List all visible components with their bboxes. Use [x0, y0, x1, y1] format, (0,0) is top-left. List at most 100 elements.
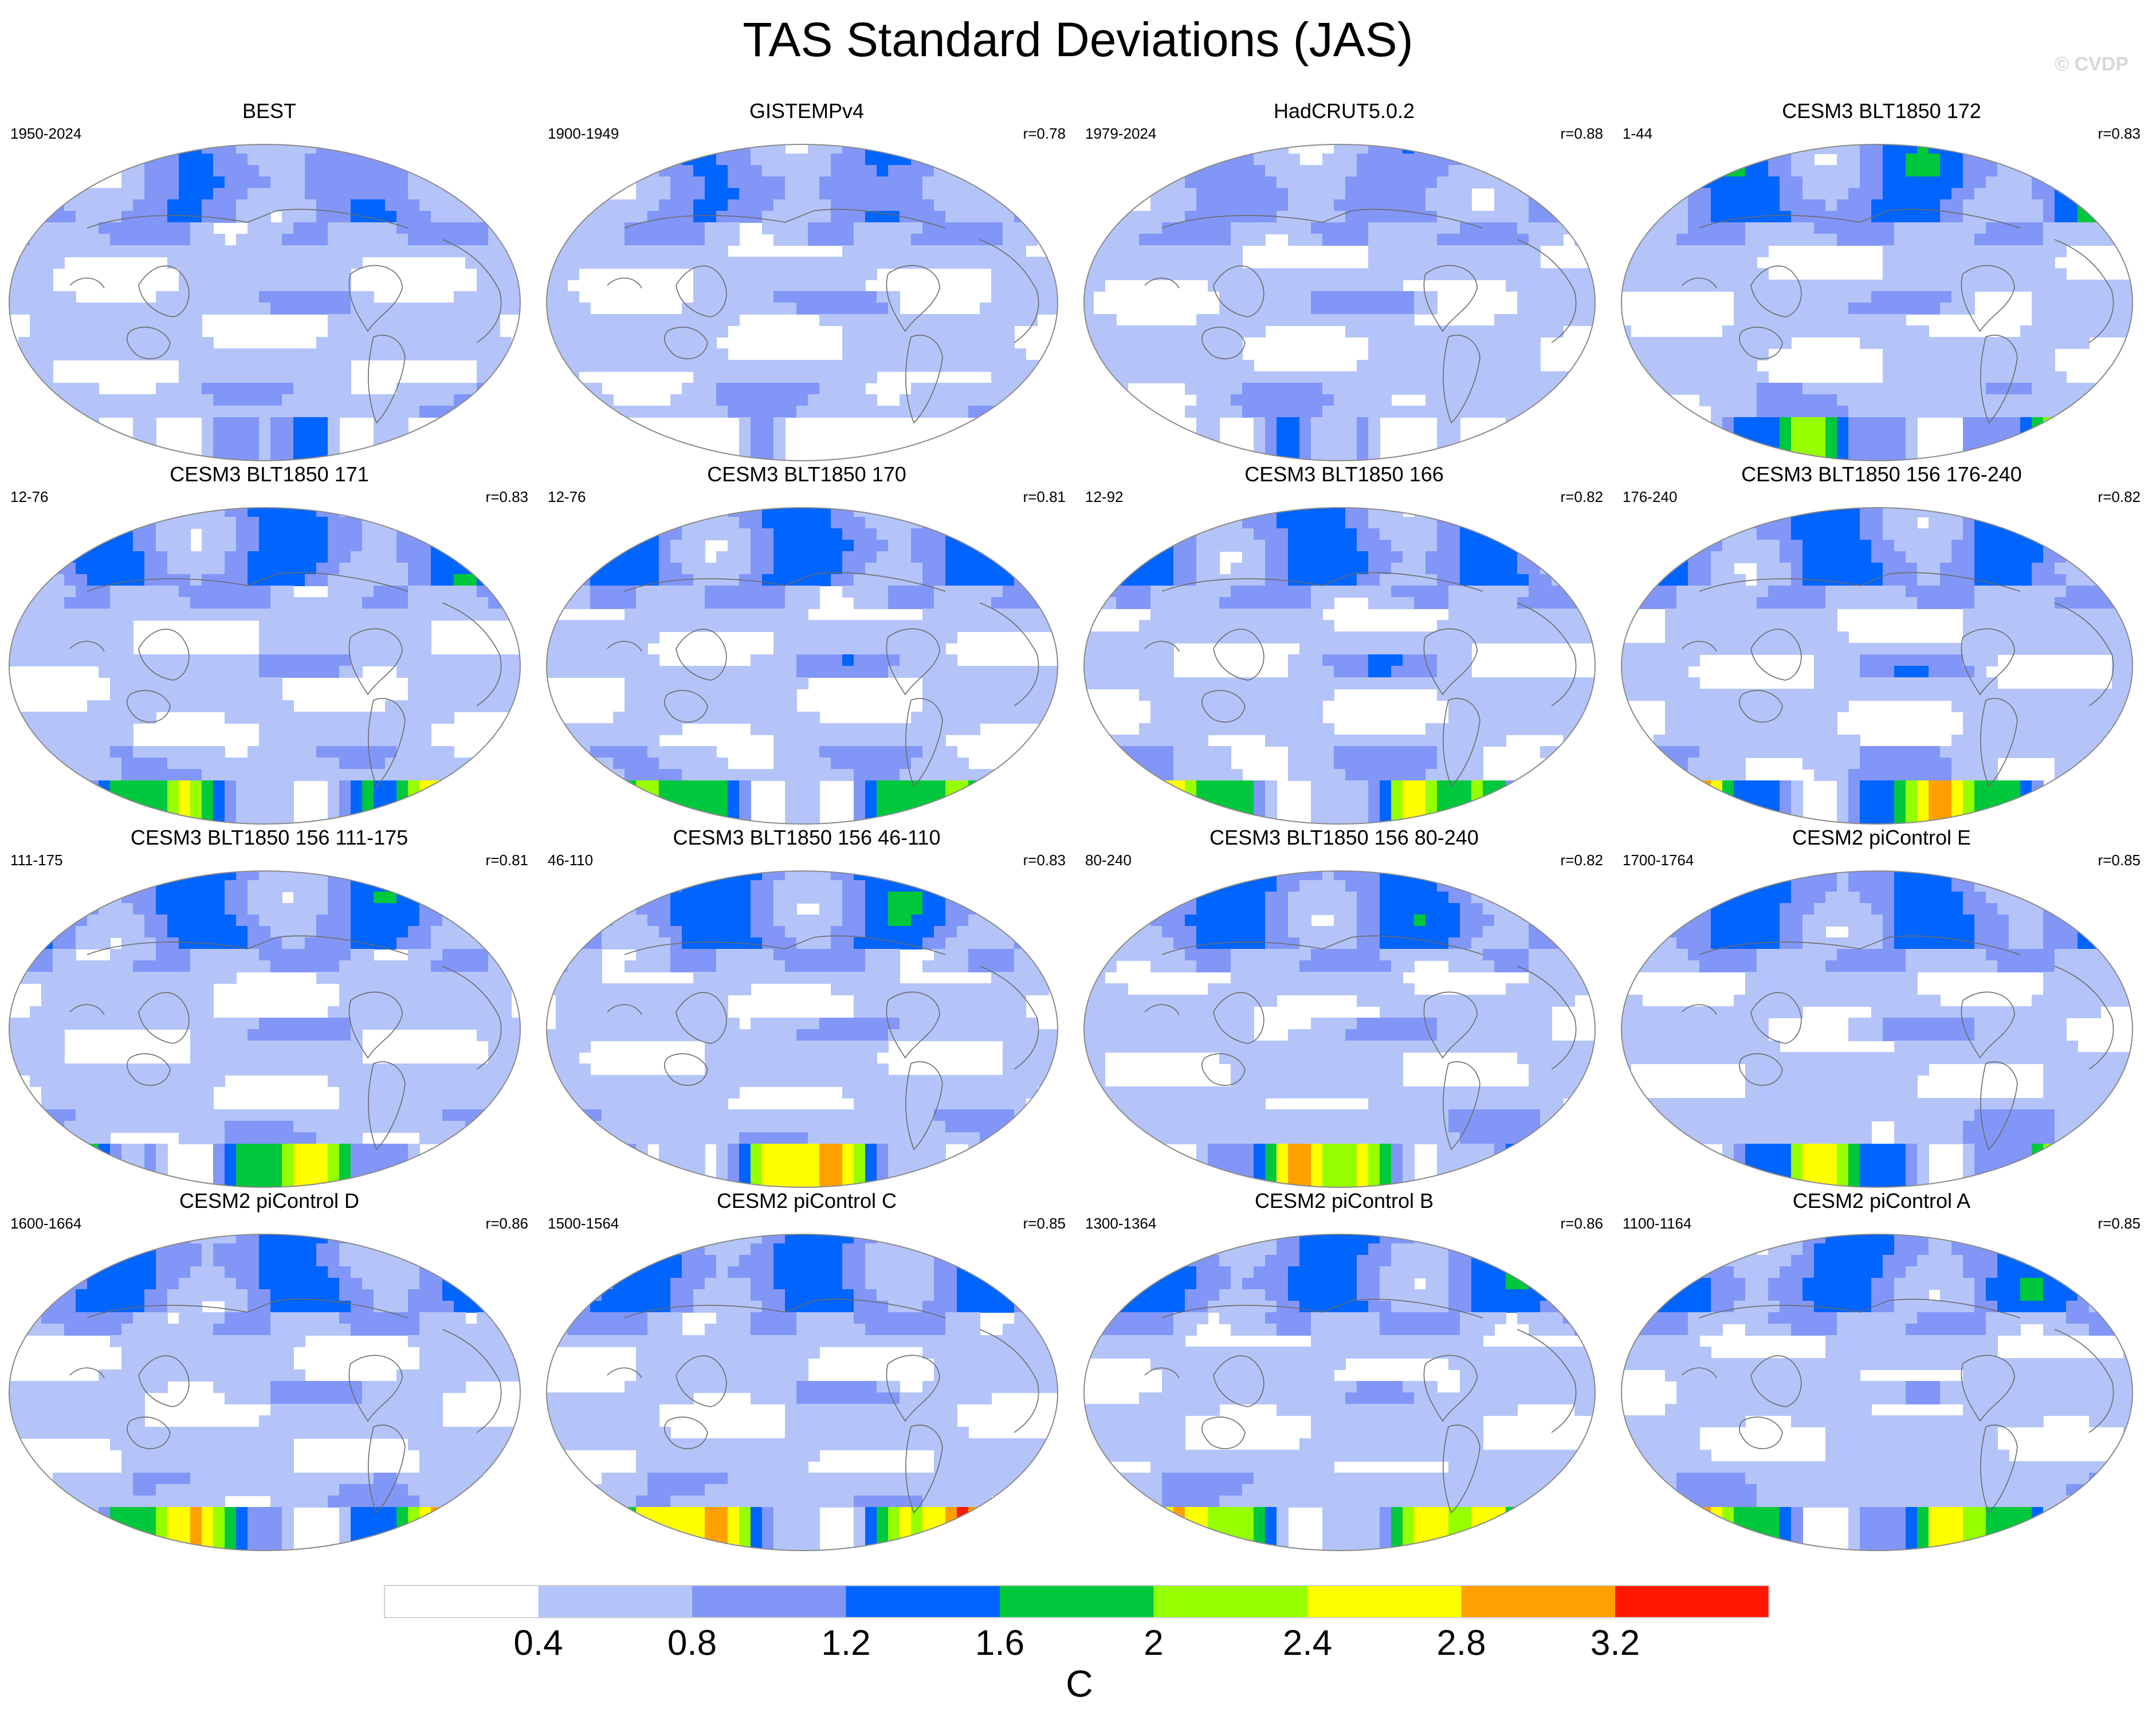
panel-correlation: r=0.83: [485, 488, 528, 505]
coastline: [607, 641, 642, 652]
coastline: [676, 1355, 727, 1407]
panel-years: 111-175: [10, 851, 63, 869]
colorbar-tick-label: 1.6: [975, 1623, 1025, 1663]
panel-correlation: r=0.83: [1023, 851, 1066, 869]
robinson-map: [1083, 144, 1596, 461]
panel-years: 1300-1364: [1085, 1215, 1157, 1232]
map-panel: CESM3 BLT1850 156 176-240 176-240 r=0.82: [1612, 462, 2151, 825]
robinson-map: [546, 870, 1058, 1188]
panel-correlation: r=0.81: [485, 851, 528, 869]
coastline: [1423, 1355, 1478, 1422]
coastline: [138, 1355, 190, 1407]
coastline: [1423, 991, 1478, 1059]
panel-title: GISTEMPv4: [749, 99, 865, 123]
map-border: [1083, 144, 1596, 461]
coastline: [905, 698, 943, 787]
map-panel: CESM2 piControl B 1300-1364 r=0.86: [1075, 1188, 1613, 1551]
coastline: [664, 1053, 708, 1086]
coastline: [607, 277, 642, 289]
coastline: [905, 1061, 943, 1151]
colorbar-swatch: [692, 1586, 846, 1618]
coastline: [1980, 1424, 2018, 1514]
coastline: [905, 1424, 943, 1514]
panel-title: CESM2 piControl A: [1792, 1189, 1971, 1212]
coastline: [1201, 1416, 1246, 1449]
coastline: [1443, 1424, 1480, 1514]
panel-title: CESM3 BLT1850 156 46-110: [673, 826, 941, 849]
panel-title: BEST: [242, 99, 297, 123]
robinson-map: [1083, 1234, 1596, 1551]
colorbar-swatch: [1000, 1586, 1154, 1618]
coastline: [87, 1298, 409, 1318]
coastline: [1161, 572, 1483, 592]
coastline: [1699, 935, 2021, 955]
panel-years: 1-44: [1623, 125, 1653, 142]
coastline: [664, 327, 708, 359]
map-border: [546, 507, 1058, 825]
coastline: [1699, 209, 2021, 229]
coastline: [886, 265, 940, 332]
coastline: [1517, 966, 1577, 1070]
map-border: [1621, 1234, 2133, 1551]
robinson-map: [546, 507, 1058, 825]
map-border: [1621, 507, 2133, 825]
coastline: [1750, 629, 1802, 681]
colorbar: [384, 1585, 1770, 1618]
coastline: [1161, 935, 1483, 955]
coastline: [1750, 265, 1802, 317]
coastline: [2054, 1329, 2114, 1433]
coastline: [138, 629, 190, 681]
coastline: [1961, 1355, 2015, 1422]
coastline: [1161, 209, 1483, 229]
robinson-map: [546, 144, 1058, 461]
coastline: [1213, 992, 1264, 1044]
coastline: [87, 935, 409, 955]
robinson-map: [1621, 507, 2133, 825]
watermark: © CVDP: [2055, 53, 2128, 75]
coastline: [442, 966, 502, 1070]
panel-correlation: r=0.82: [1560, 488, 1603, 505]
coastline: [442, 602, 502, 707]
coastline: [127, 327, 171, 359]
colorbar-tick-label: 0.4: [513, 1623, 563, 1663]
coastline: [886, 991, 940, 1059]
map-border: [1621, 144, 2133, 461]
map-border: [546, 1234, 1058, 1551]
map-panel: CESM3 BLT1850 166 12-92 r=0.82: [1075, 462, 1613, 825]
panel-years: 46-110: [548, 851, 594, 869]
panel-years: 1600-1664: [10, 1215, 82, 1232]
coastline: [368, 1061, 406, 1151]
map-border: [1083, 870, 1596, 1188]
colorbar-tick-label: 2.8: [1436, 1623, 1486, 1663]
coastline: [1213, 265, 1264, 317]
panel-title: CESM3 BLT1850 156 176-240: [1741, 462, 2022, 486]
coastline: [1699, 1298, 2021, 1318]
colorbar-swatch: [1461, 1586, 1615, 1618]
colorbar-swatch: [1615, 1586, 1769, 1618]
coastline: [1699, 572, 2021, 592]
coastline: [1980, 1061, 2018, 1151]
coastline: [1739, 690, 1783, 723]
map-border: [546, 144, 1058, 461]
map-panel: BEST 1950-2024: [0, 99, 539, 461]
coastline: [676, 992, 727, 1044]
panel-years: 80-240: [1085, 851, 1132, 869]
coastline: [607, 1367, 642, 1379]
coastline: [442, 1329, 502, 1433]
map-border: [1083, 1234, 1596, 1551]
panel-title: CESM3 BLT1850 172: [1782, 99, 1981, 123]
panel-title: CESM2 piControl C: [716, 1189, 897, 1212]
panel-correlation: r=0.78: [1023, 125, 1066, 142]
map-panel: CESM3 BLT1850 156 111-175 111-175 r=0.81: [0, 825, 539, 1188]
coastline: [127, 690, 171, 723]
panel-correlation: r=0.82: [1560, 851, 1603, 869]
panel-years: 1700-1764: [1623, 851, 1694, 869]
panel-years: 12-76: [548, 488, 586, 505]
map-border: [1621, 870, 2133, 1188]
panel-title: HadCRUT5.0.2: [1273, 99, 1415, 123]
shaded-field: [547, 1234, 1058, 1551]
coastline: [127, 1416, 171, 1449]
panel-title: CESM3 BLT1850 170: [707, 462, 906, 486]
robinson-map: [9, 870, 521, 1188]
panel-years: 1950-2024: [10, 125, 82, 142]
